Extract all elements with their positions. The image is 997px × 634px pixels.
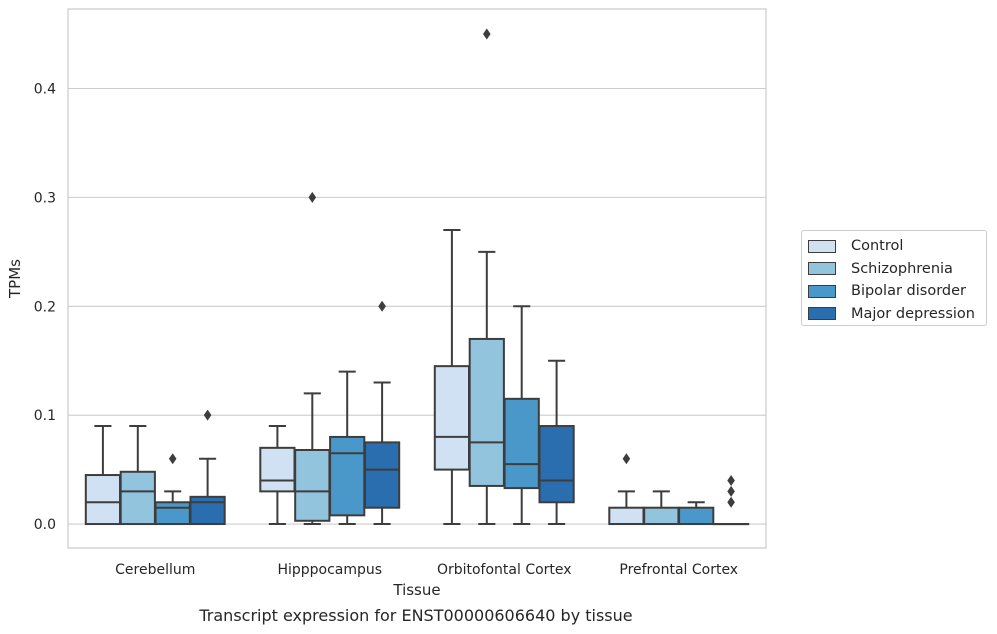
box [84, 425, 122, 526]
y-tick-label: 0.2 [34, 299, 56, 315]
y-axis-label: TPMs [6, 259, 24, 299]
box-body [189, 495, 226, 526]
box [503, 305, 540, 526]
y-tick-label: 0.1 [34, 408, 56, 424]
box-body [363, 441, 401, 509]
legend-label: Bipolar disorder [851, 283, 966, 300]
x-axis-label: Tissue [392, 581, 440, 599]
box [329, 370, 366, 526]
legend-swatch [808, 284, 836, 298]
legend: Control Schizophrenia Bipolar disorder Majo… [801, 230, 987, 326]
box-body [259, 446, 296, 493]
box-body [294, 449, 331, 522]
box [643, 490, 680, 526]
outlier-point [727, 474, 735, 486]
box [712, 474, 750, 526]
series-major-depression [189, 300, 750, 526]
outlier-point [378, 300, 386, 312]
box-body [643, 506, 680, 526]
outlier-point [483, 28, 491, 40]
outlier-point [727, 496, 735, 508]
x-tick-label: Prefrontal Cortex [619, 562, 738, 578]
outlier-point [727, 485, 735, 497]
y-tick-label: 0.3 [34, 190, 56, 206]
box [468, 28, 505, 526]
legend-swatch [808, 239, 836, 253]
outlier-point [308, 191, 317, 203]
box-series [84, 28, 750, 526]
box [294, 191, 331, 526]
y-tick-label: 0.0 [34, 517, 56, 533]
series-control [84, 229, 645, 526]
box-body [154, 501, 191, 526]
legend-item: Control [808, 235, 986, 258]
series-bipolar-disorder [154, 305, 715, 526]
outlier-point [622, 453, 631, 465]
x-tick-label: Orbitofontal Cortex [437, 562, 572, 578]
box [678, 501, 715, 526]
box-body [84, 474, 122, 526]
y-axis-ticks: 0.0 0.1 0.2 0.3 0.4 [34, 81, 56, 533]
legend-item: Schizophrenia [808, 258, 986, 281]
y-tick-label: 0.4 [34, 81, 56, 97]
series-schizophrenia [119, 28, 680, 526]
legend-item: Bipolar disorder [808, 280, 986, 303]
legend-label: Control [851, 238, 904, 255]
box-body [329, 435, 366, 517]
box-body [538, 425, 575, 504]
box-body [119, 470, 156, 526]
box-body [678, 506, 715, 526]
box [608, 453, 645, 526]
box-body [468, 337, 505, 487]
box-body [503, 397, 540, 490]
legend-swatch [808, 307, 836, 321]
plot-frame [67, 8, 767, 549]
x-tick-label: Hipppocampus [277, 562, 382, 578]
box [154, 453, 191, 526]
box-body [433, 365, 471, 471]
figure-caption: Transcript expression for ENST0000060664… [199, 606, 633, 625]
outlier-point [203, 409, 212, 421]
box [119, 425, 156, 526]
legend-label: Major depression [851, 305, 975, 322]
box [189, 409, 226, 526]
box [433, 229, 471, 526]
x-tick-label: Cerebellum [115, 562, 195, 578]
legend-swatch [808, 262, 836, 276]
box [363, 300, 401, 526]
box-body [608, 506, 645, 526]
x-axis-categories: Cerebellum Hipppocampus Orbitofontal Corte… [115, 562, 738, 578]
box [538, 359, 575, 526]
legend-label: Schizophrenia [851, 260, 953, 277]
box [259, 425, 296, 526]
legend-item: Major depression [808, 303, 986, 326]
outlier-point [168, 453, 177, 465]
